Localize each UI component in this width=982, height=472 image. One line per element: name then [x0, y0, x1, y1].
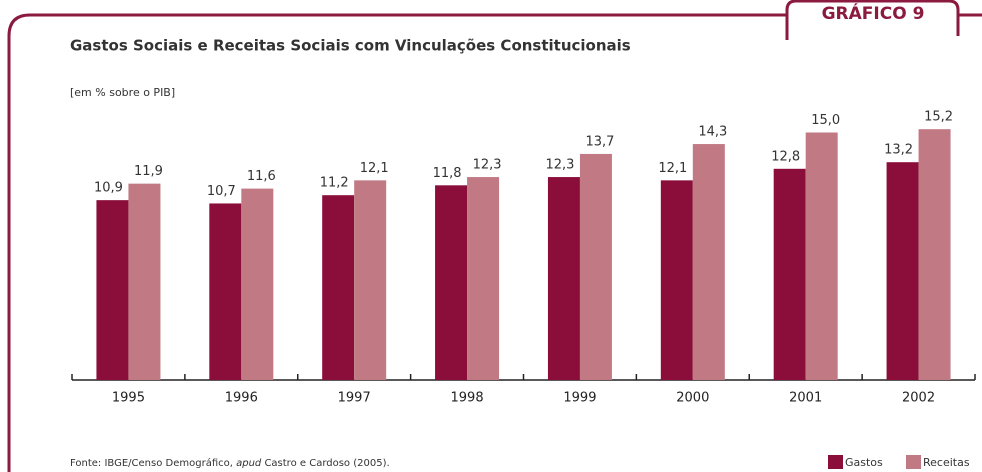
legend-label: Gastos — [845, 456, 883, 469]
value-label: 14,3 — [698, 125, 727, 140]
value-label: 15,2 — [924, 110, 953, 125]
value-label: 11,8 — [433, 166, 462, 181]
bar — [692, 144, 725, 380]
bar — [579, 153, 612, 380]
x-tick-label: 2002 — [902, 391, 935, 406]
bar — [128, 183, 161, 380]
value-label: 12,1 — [360, 161, 389, 176]
subtitle: [em % sobre o PIB] — [70, 86, 175, 99]
value-label: 11,2 — [320, 176, 349, 191]
source-text: Fonte: IBGE/Censo Demográfico, — [70, 457, 236, 469]
badge: GRÁFICO 9 — [822, 2, 925, 24]
x-tick-label: 1998 — [451, 391, 484, 406]
bar — [547, 177, 580, 380]
value-label: 11,6 — [247, 169, 276, 184]
value-label: 11,9 — [134, 164, 163, 179]
value-label: 12,8 — [771, 149, 800, 164]
value-label: 10,7 — [207, 184, 236, 199]
source-text: Castro e Cardoso (2005). — [261, 458, 389, 469]
x-tick-label: 1995 — [112, 391, 145, 406]
bar — [886, 162, 919, 380]
x-tick-label: 2001 — [789, 391, 822, 406]
bar — [209, 203, 242, 380]
x-tick-label: 1999 — [563, 391, 596, 406]
frame — [7, 13, 982, 472]
value-label: 12,3 — [473, 158, 502, 173]
bar — [96, 200, 129, 380]
value-label: 13,7 — [585, 134, 614, 149]
value-label: 12,1 — [658, 161, 687, 176]
badge-box — [785, 0, 960, 40]
legend-swatch — [828, 455, 843, 469]
bar — [918, 129, 951, 380]
bar — [435, 185, 468, 380]
bar — [773, 168, 806, 380]
bar — [322, 195, 355, 380]
chart-title: Gastos Sociais e Receitas Sociais com Vi… — [70, 37, 631, 55]
source: Fonte: IBGE/Censo Demográfico, apud Cast… — [70, 457, 390, 469]
x-tick-label: 2000 — [676, 391, 709, 406]
x-tick-label: 1997 — [338, 391, 371, 406]
value-label: 12,3 — [545, 158, 574, 173]
value-label: 13,2 — [884, 143, 913, 158]
legend-swatch — [906, 455, 921, 469]
bar — [660, 180, 693, 380]
legend-label: Receitas — [923, 456, 970, 469]
bar — [354, 180, 387, 380]
source-text: apud — [236, 458, 262, 469]
bar — [467, 177, 500, 380]
x-tick-label: 1996 — [225, 391, 258, 406]
bar — [241, 188, 274, 380]
value-label: 15,0 — [811, 113, 840, 128]
value-label: 10,9 — [94, 181, 123, 196]
bar — [805, 132, 838, 380]
